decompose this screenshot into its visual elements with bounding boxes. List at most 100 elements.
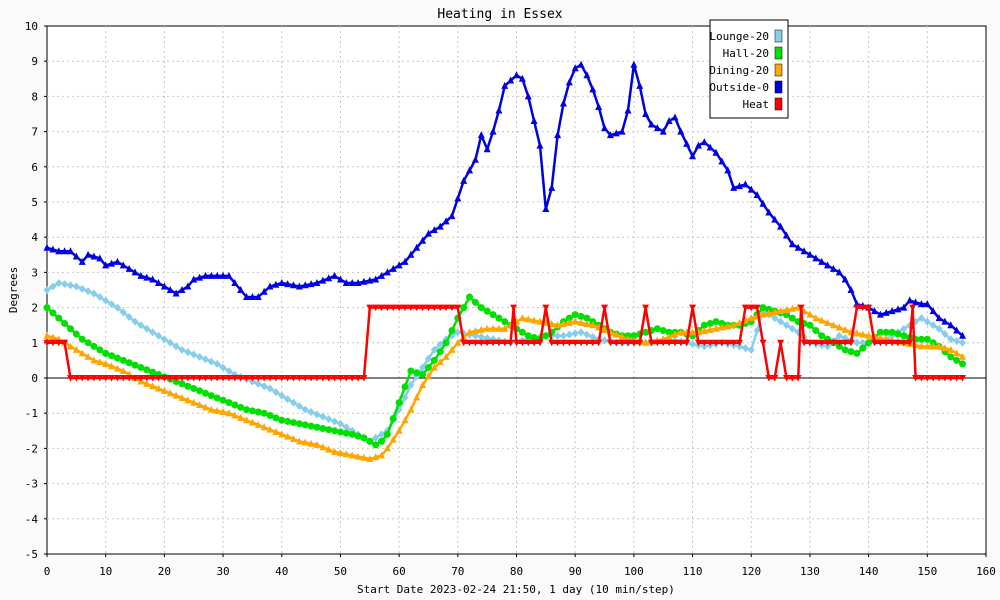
data-point — [96, 358, 104, 366]
data-point — [348, 375, 356, 382]
data-point — [689, 304, 697, 312]
data-point — [61, 339, 69, 347]
data-point — [524, 315, 532, 323]
data-point — [489, 339, 497, 347]
data-point — [413, 304, 421, 312]
data-point — [647, 120, 655, 128]
data-point — [765, 305, 773, 313]
data-point — [454, 328, 462, 337]
data-point — [841, 346, 849, 354]
data-point — [571, 311, 579, 319]
data-point — [113, 375, 121, 382]
data-point — [325, 274, 333, 282]
data-point — [301, 281, 309, 289]
data-point — [178, 286, 186, 293]
data-point — [378, 304, 386, 312]
data-point — [917, 314, 925, 323]
data-point — [536, 317, 544, 325]
data-point — [360, 277, 368, 285]
data-point — [160, 375, 168, 382]
data-point — [700, 321, 708, 329]
data-point — [706, 319, 714, 327]
y-tick-label: 6 — [31, 161, 38, 174]
data-point — [559, 320, 567, 328]
y-tick-label: 9 — [31, 55, 38, 68]
data-point — [694, 339, 702, 347]
data-point — [859, 304, 867, 312]
data-point — [172, 378, 180, 386]
data-point — [788, 304, 796, 312]
data-point — [788, 324, 796, 333]
data-point — [237, 375, 245, 382]
data-point — [671, 339, 679, 347]
data-point — [524, 339, 532, 347]
y-tick-label: -4 — [25, 513, 39, 526]
data-point — [301, 438, 309, 446]
data-point — [466, 339, 474, 347]
data-point — [113, 303, 121, 312]
data-point — [184, 396, 192, 404]
data-point — [166, 375, 174, 382]
data-point — [225, 271, 233, 279]
data-point — [43, 286, 51, 294]
data-point — [659, 127, 667, 135]
data-point — [84, 375, 92, 382]
data-point — [295, 402, 303, 411]
data-point — [108, 375, 116, 382]
data-point — [407, 405, 415, 413]
data-point — [372, 433, 380, 442]
data-point — [835, 268, 843, 276]
data-point — [554, 321, 562, 329]
data-point — [824, 261, 832, 269]
data-point — [818, 332, 826, 340]
data-point — [225, 409, 233, 417]
data-point — [888, 328, 896, 336]
data-point — [900, 339, 908, 347]
x-tick-label: 90 — [569, 565, 582, 578]
data-point — [225, 375, 233, 382]
data-point — [389, 435, 397, 443]
x-tick-label: 150 — [917, 565, 937, 578]
data-point — [260, 375, 268, 382]
data-point — [653, 339, 661, 347]
data-point — [284, 432, 292, 440]
data-point — [201, 403, 209, 411]
data-point — [419, 381, 427, 389]
data-point — [342, 429, 350, 437]
data-point — [483, 307, 491, 315]
data-point — [430, 226, 438, 234]
series-line — [47, 306, 963, 380]
data-point — [436, 348, 444, 356]
data-point — [841, 325, 849, 333]
data-point — [653, 124, 661, 132]
data-point — [935, 375, 943, 382]
data-point — [829, 321, 837, 329]
data-point — [49, 245, 57, 253]
data-point — [477, 304, 485, 312]
data-point — [366, 437, 374, 445]
data-point — [953, 326, 961, 334]
data-point — [301, 375, 309, 382]
data-point — [278, 416, 286, 424]
data-point — [859, 338, 867, 347]
data-point — [689, 152, 697, 160]
data-point — [383, 444, 391, 452]
data-point — [125, 359, 133, 367]
data-point — [43, 243, 51, 251]
data-point — [278, 278, 286, 286]
data-point — [108, 362, 116, 370]
data-point — [272, 388, 280, 397]
data-point — [137, 271, 145, 279]
data-point — [354, 432, 362, 440]
data-point — [741, 344, 749, 353]
data-point — [559, 339, 567, 347]
data-point — [243, 406, 251, 414]
data-point — [730, 339, 738, 347]
data-point — [577, 339, 585, 347]
data-point — [137, 363, 145, 371]
data-point — [677, 127, 685, 135]
data-point — [389, 264, 397, 272]
data-point — [571, 339, 579, 347]
data-point — [595, 339, 603, 347]
data-point — [313, 410, 321, 419]
